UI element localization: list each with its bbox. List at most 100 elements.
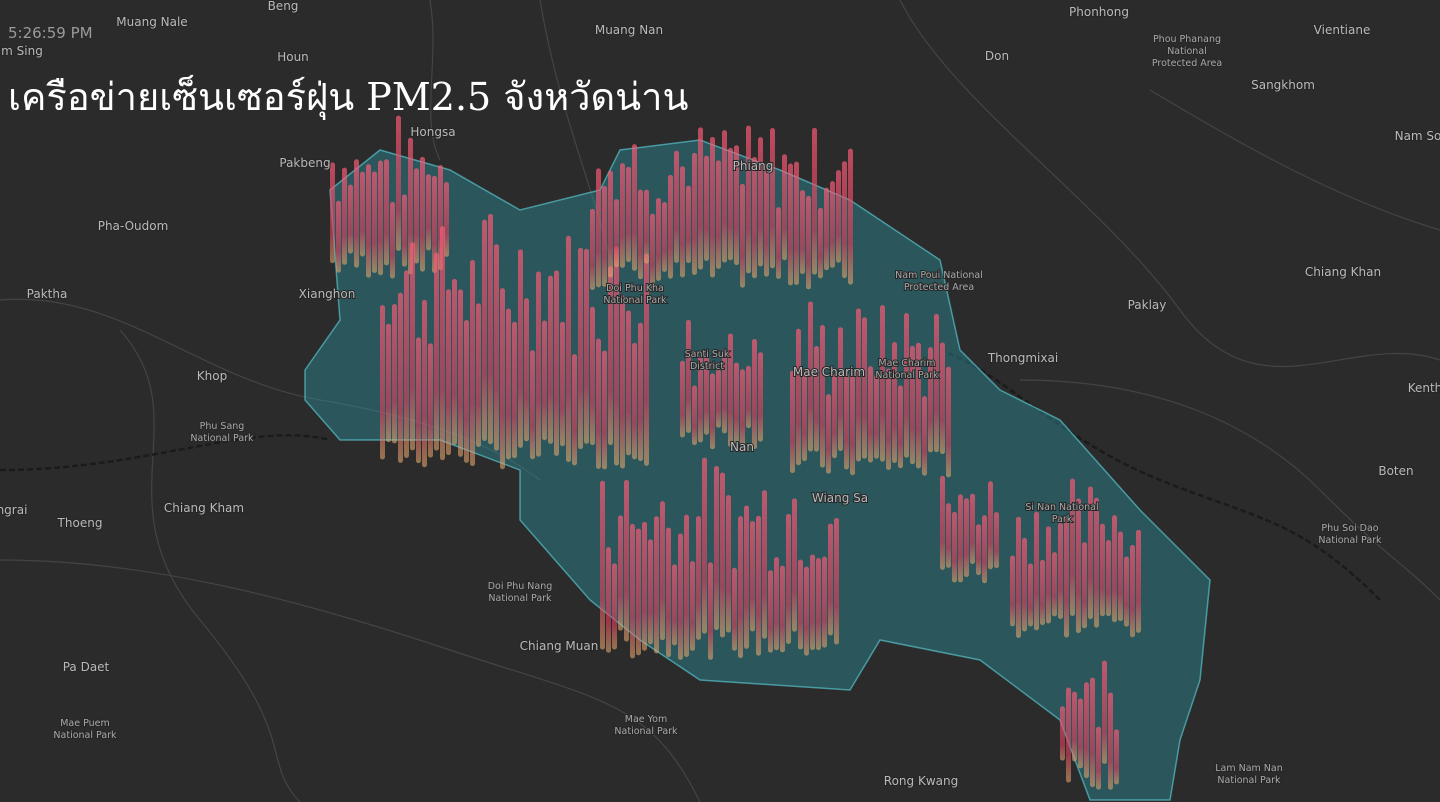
column bbox=[698, 127, 703, 270]
place-label-line: Kenth bbox=[1408, 381, 1440, 395]
column bbox=[512, 321, 517, 459]
place-label-line: Chiang Muan bbox=[520, 639, 599, 653]
place-label-line: National Park bbox=[614, 726, 678, 737]
place-label-line: Phu Soi Dao bbox=[1321, 523, 1378, 534]
column bbox=[940, 475, 945, 570]
column bbox=[832, 374, 837, 459]
column bbox=[746, 125, 751, 274]
column bbox=[422, 299, 427, 468]
place-label-line: Wiang Sa bbox=[812, 491, 868, 505]
column bbox=[596, 338, 601, 469]
place-label-line: Chiang Khan bbox=[1305, 265, 1381, 279]
place-label: m Sing bbox=[1, 44, 43, 58]
column bbox=[786, 513, 791, 645]
place-label-line: Nam So bbox=[1395, 129, 1440, 143]
column bbox=[506, 308, 511, 460]
place-label-line: National Park bbox=[875, 370, 939, 381]
column bbox=[390, 201, 395, 279]
column bbox=[542, 320, 547, 441]
place-label: Muang Nale bbox=[116, 15, 187, 29]
place-label-line: Pha-Oudom bbox=[98, 219, 169, 233]
place-label-line: Mae Yom bbox=[625, 714, 668, 725]
column bbox=[654, 516, 659, 654]
column bbox=[620, 163, 625, 268]
place-label-line: Mae Charim bbox=[878, 358, 935, 369]
place-label-line: National bbox=[1167, 46, 1207, 57]
column bbox=[404, 270, 409, 458]
column bbox=[674, 150, 679, 263]
column bbox=[1076, 498, 1081, 634]
column bbox=[384, 159, 389, 266]
place-label: Nan bbox=[730, 440, 754, 454]
column bbox=[662, 202, 667, 272]
column bbox=[762, 490, 767, 639]
column bbox=[774, 557, 779, 651]
place-label-line: Khop bbox=[197, 369, 227, 383]
column bbox=[414, 168, 419, 264]
column bbox=[612, 563, 617, 650]
place-label: Paklay bbox=[1128, 298, 1167, 312]
column bbox=[1112, 515, 1117, 623]
column bbox=[530, 350, 535, 460]
column bbox=[692, 152, 697, 276]
column bbox=[934, 313, 939, 453]
column bbox=[892, 342, 897, 463]
column bbox=[740, 183, 745, 288]
column bbox=[946, 503, 951, 568]
column bbox=[626, 166, 631, 263]
column bbox=[1106, 540, 1111, 617]
place-label-line: National Park bbox=[53, 730, 117, 741]
column bbox=[880, 305, 885, 462]
column bbox=[808, 301, 813, 452]
column bbox=[834, 517, 839, 645]
place-label-line: Chiang Kham bbox=[164, 501, 244, 515]
column bbox=[452, 278, 457, 445]
column bbox=[728, 147, 733, 261]
column bbox=[798, 559, 803, 650]
column bbox=[476, 303, 481, 448]
column bbox=[714, 465, 719, 631]
column bbox=[494, 244, 499, 451]
column bbox=[1118, 531, 1123, 622]
column bbox=[728, 333, 733, 447]
column bbox=[690, 561, 695, 651]
column bbox=[768, 570, 773, 653]
column bbox=[692, 385, 697, 446]
column bbox=[722, 349, 727, 434]
timestamp: 5:26:59 PM bbox=[8, 24, 93, 42]
column bbox=[698, 356, 703, 443]
pm25-columns bbox=[330, 115, 1141, 790]
place-label: Lam Nam Nan National Park bbox=[1215, 763, 1283, 786]
column bbox=[844, 373, 849, 470]
place-label-line: Nan bbox=[730, 440, 754, 454]
column bbox=[1070, 478, 1075, 617]
column bbox=[1058, 522, 1063, 619]
column bbox=[720, 472, 725, 638]
column bbox=[656, 198, 661, 281]
column bbox=[602, 350, 607, 470]
place-label-line: National Park bbox=[1217, 775, 1281, 786]
column bbox=[964, 498, 969, 578]
column bbox=[708, 562, 713, 660]
column bbox=[1072, 691, 1077, 762]
column bbox=[976, 524, 981, 576]
column bbox=[810, 554, 815, 651]
column bbox=[732, 567, 737, 651]
column bbox=[1066, 687, 1071, 783]
column bbox=[818, 207, 823, 279]
column bbox=[330, 162, 335, 264]
column bbox=[342, 167, 347, 265]
place-label: Houn bbox=[277, 50, 309, 64]
place-label-line: Rong Kwang bbox=[884, 774, 958, 788]
place-label-line: ngrai bbox=[0, 503, 27, 517]
column bbox=[410, 242, 415, 451]
place-label-line: National Park bbox=[190, 433, 254, 444]
place-label-line: Santi Suk bbox=[685, 349, 730, 360]
column bbox=[426, 174, 431, 251]
column bbox=[636, 528, 641, 656]
column bbox=[648, 539, 653, 645]
place-label-line: Hongsa bbox=[410, 125, 455, 139]
place-label-line: Mae Charim bbox=[793, 365, 865, 379]
column bbox=[1022, 537, 1027, 632]
column bbox=[782, 154, 787, 261]
